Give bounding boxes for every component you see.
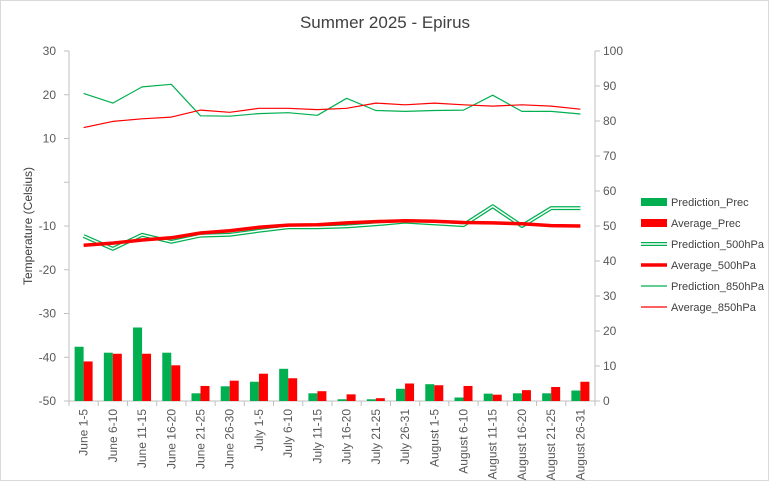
legend-label: Prediction_850hPa	[671, 281, 765, 293]
bar-prediction-prec	[542, 393, 552, 401]
x-tick-label: June 21-25	[194, 409, 208, 469]
line-average-850hpa	[83, 102, 581, 129]
bar-average-prec	[492, 394, 502, 401]
bar-average-prec	[112, 353, 122, 401]
x-tick-label: August 6-10	[457, 409, 471, 474]
bar-prediction-prec	[191, 393, 201, 401]
y2-tick-label: 40	[603, 254, 617, 268]
bar-average-prec	[521, 390, 531, 401]
x-tick-label: July 6-10	[281, 409, 295, 458]
bar-prediction-prec	[483, 393, 493, 401]
y-tick-label: -20	[39, 263, 57, 277]
bar-prediction-prec	[396, 388, 406, 401]
y-tick-label: -10	[39, 219, 57, 233]
y2-tick-label: 50	[603, 219, 617, 233]
x-tick-label: June 11-15	[135, 409, 149, 468]
legend-key-prediction-prec	[641, 198, 667, 206]
bar-average-prec	[434, 385, 444, 401]
bar-average-prec	[288, 378, 298, 401]
bar-prediction-prec	[133, 327, 143, 401]
bar-average-prec	[200, 385, 210, 401]
x-tick-label: August 11-15	[486, 409, 500, 480]
bar-average-prec	[258, 373, 268, 401]
bar-prediction-prec	[279, 368, 289, 401]
y2-tick-label: 20	[603, 324, 617, 338]
y-tick-label: -30	[39, 307, 57, 321]
legend-label: Average_850hPa	[671, 302, 757, 314]
x-tick-label: June 6-10	[106, 409, 120, 463]
bar-average-prec	[229, 380, 239, 401]
bar-prediction-prec	[74, 346, 84, 401]
bar-prediction-prec	[220, 386, 230, 401]
y2-tick-label: 0	[603, 394, 610, 408]
x-tick-label: August 26-31	[573, 409, 587, 481]
x-tick-label: August 21-25	[544, 409, 558, 481]
bar-prediction-prec	[366, 399, 376, 401]
x-tick-label: July 11-15	[310, 409, 324, 464]
bar-prediction-prec	[337, 399, 347, 401]
line-prediction-850hpa	[83, 83, 581, 117]
bar-average-prec	[551, 387, 561, 401]
bar-prediction-prec	[512, 393, 522, 401]
line-average-500hpa	[83, 219, 581, 248]
legend-label: Prediction_500hPa	[671, 239, 765, 251]
y2-tick-label: 90	[603, 79, 617, 93]
x-tick-label: July 16-20	[340, 409, 354, 465]
x-tick-label: June 1-5	[77, 409, 91, 456]
x-tick-label: June 26-30	[223, 409, 237, 469]
y-tick-label: -50	[39, 394, 57, 408]
bar-prediction-prec	[162, 352, 172, 401]
bar-average-prec	[375, 398, 385, 401]
y2-tick-label: 30	[603, 289, 617, 303]
x-tick-label: July 1-5	[252, 409, 266, 451]
bar-prediction-prec	[571, 390, 581, 401]
bar-prediction-prec	[249, 381, 259, 401]
bar-average-prec	[317, 391, 327, 401]
bar-average-prec	[142, 353, 152, 401]
y-tick-label: 20	[43, 88, 57, 102]
y2-tick-label: 10	[603, 359, 617, 373]
y2-tick-label: 60	[603, 184, 617, 198]
bar-average-prec	[83, 361, 93, 401]
y2-tick-label: 100	[603, 44, 623, 58]
y-tick-label: 10	[43, 132, 57, 146]
bar-average-prec	[405, 383, 415, 401]
bar-prediction-prec	[454, 397, 464, 401]
bar-average-prec	[171, 365, 181, 401]
x-tick-label: July 21-25	[369, 409, 383, 465]
bar-average-prec	[346, 394, 356, 401]
bar-average-prec	[463, 385, 473, 401]
x-tick-label: August 1-5	[427, 409, 441, 467]
y2-tick-label: 70	[603, 149, 617, 163]
legend-label: Prediction_Prec	[671, 197, 749, 209]
legend-key-average-prec	[641, 219, 667, 227]
legend-label: Average_500hPa	[671, 260, 757, 272]
chart-title: Summer 2025 - Epirus	[300, 13, 470, 32]
y-axis-label: Temperature (Celsius)	[21, 167, 35, 285]
y-tick-label: -40	[39, 350, 57, 364]
x-tick-label: July 26-31	[398, 409, 412, 465]
y-tick-label: 30	[43, 44, 57, 58]
bar-prediction-prec	[308, 393, 318, 401]
bar-prediction-prec	[103, 352, 113, 401]
y2-tick-label: 80	[603, 114, 617, 128]
line-prediction-500hpa-inner	[83, 205, 581, 250]
bar-average-prec	[580, 381, 590, 401]
x-tick-label: August 16-20	[515, 409, 529, 481]
bar-prediction-prec	[425, 384, 435, 401]
x-tick-label: June 16-20	[164, 409, 178, 469]
legend-label: Average_Prec	[671, 218, 741, 230]
